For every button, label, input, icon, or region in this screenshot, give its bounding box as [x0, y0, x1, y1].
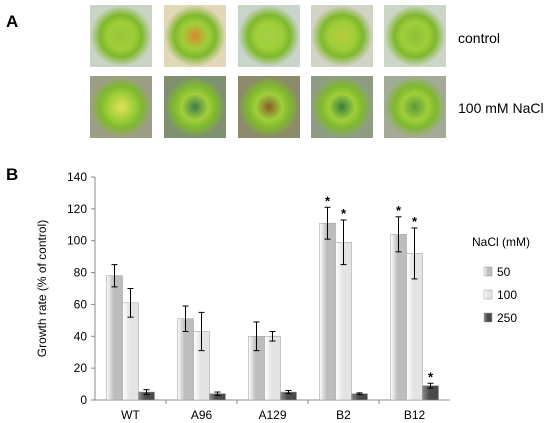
- x-tick-label: WT: [121, 408, 140, 422]
- panel-b-letter: B: [6, 165, 19, 184]
- legend-label: 250: [497, 311, 517, 325]
- significance-asterisk: *: [341, 206, 347, 221]
- legend-label: 100: [497, 288, 517, 302]
- significance-asterisk: *: [428, 369, 434, 384]
- bar: [390, 234, 407, 401]
- control-moss-photo: [238, 5, 300, 67]
- legend-swatch: [483, 312, 493, 323]
- x-tick-label: A96: [191, 408, 213, 422]
- y-tick-label: 20: [74, 361, 88, 375]
- control-moss-photo: [384, 5, 446, 67]
- panel-a-letter: A: [6, 12, 19, 31]
- y-tick-label: 80: [74, 266, 88, 280]
- nacl-moss-photo: [164, 76, 226, 138]
- significance-asterisk: *: [396, 203, 402, 218]
- row-label-nacl: 100 mM NaCl: [458, 100, 544, 116]
- legend-swatch: [483, 266, 493, 277]
- legend-swatch: [483, 289, 493, 300]
- nacl-moss-photo: [311, 76, 373, 138]
- row-label-control: control: [458, 30, 501, 46]
- x-tick-label: A129: [258, 408, 286, 422]
- growth-rate-bar-chart: 0 20 40 60 80 100 120 140 Growth rate (% of cont…: [35, 170, 530, 422]
- y-tick-label: 140: [67, 170, 87, 184]
- legend-title: NaCl (mM): [472, 235, 530, 249]
- y-axis-label: Growth rate (% of control): [35, 220, 49, 357]
- significance-asterisk: *: [325, 193, 331, 208]
- nacl-moss-photo: [238, 76, 300, 138]
- y-tick-label: 60: [74, 297, 88, 311]
- x-tick-label: B2: [336, 408, 351, 422]
- nacl-moss-photo: [384, 76, 446, 138]
- legend-label: 50: [497, 265, 511, 279]
- bar: [319, 222, 336, 401]
- bar: [264, 336, 281, 401]
- control-moss-photo: [164, 5, 226, 67]
- control-moss-photo: [311, 5, 373, 67]
- y-tick-label: 120: [67, 202, 87, 216]
- y-tick-label: 40: [74, 329, 88, 343]
- bar: [106, 275, 123, 401]
- y-tick-label: 0: [80, 393, 87, 407]
- x-tick-label: B12: [404, 408, 426, 422]
- bar: [335, 242, 352, 401]
- significance-asterisk: *: [412, 214, 418, 229]
- control-moss-photo: [90, 5, 152, 67]
- y-tick-label: 100: [67, 234, 87, 248]
- nacl-moss-photo: [90, 76, 152, 138]
